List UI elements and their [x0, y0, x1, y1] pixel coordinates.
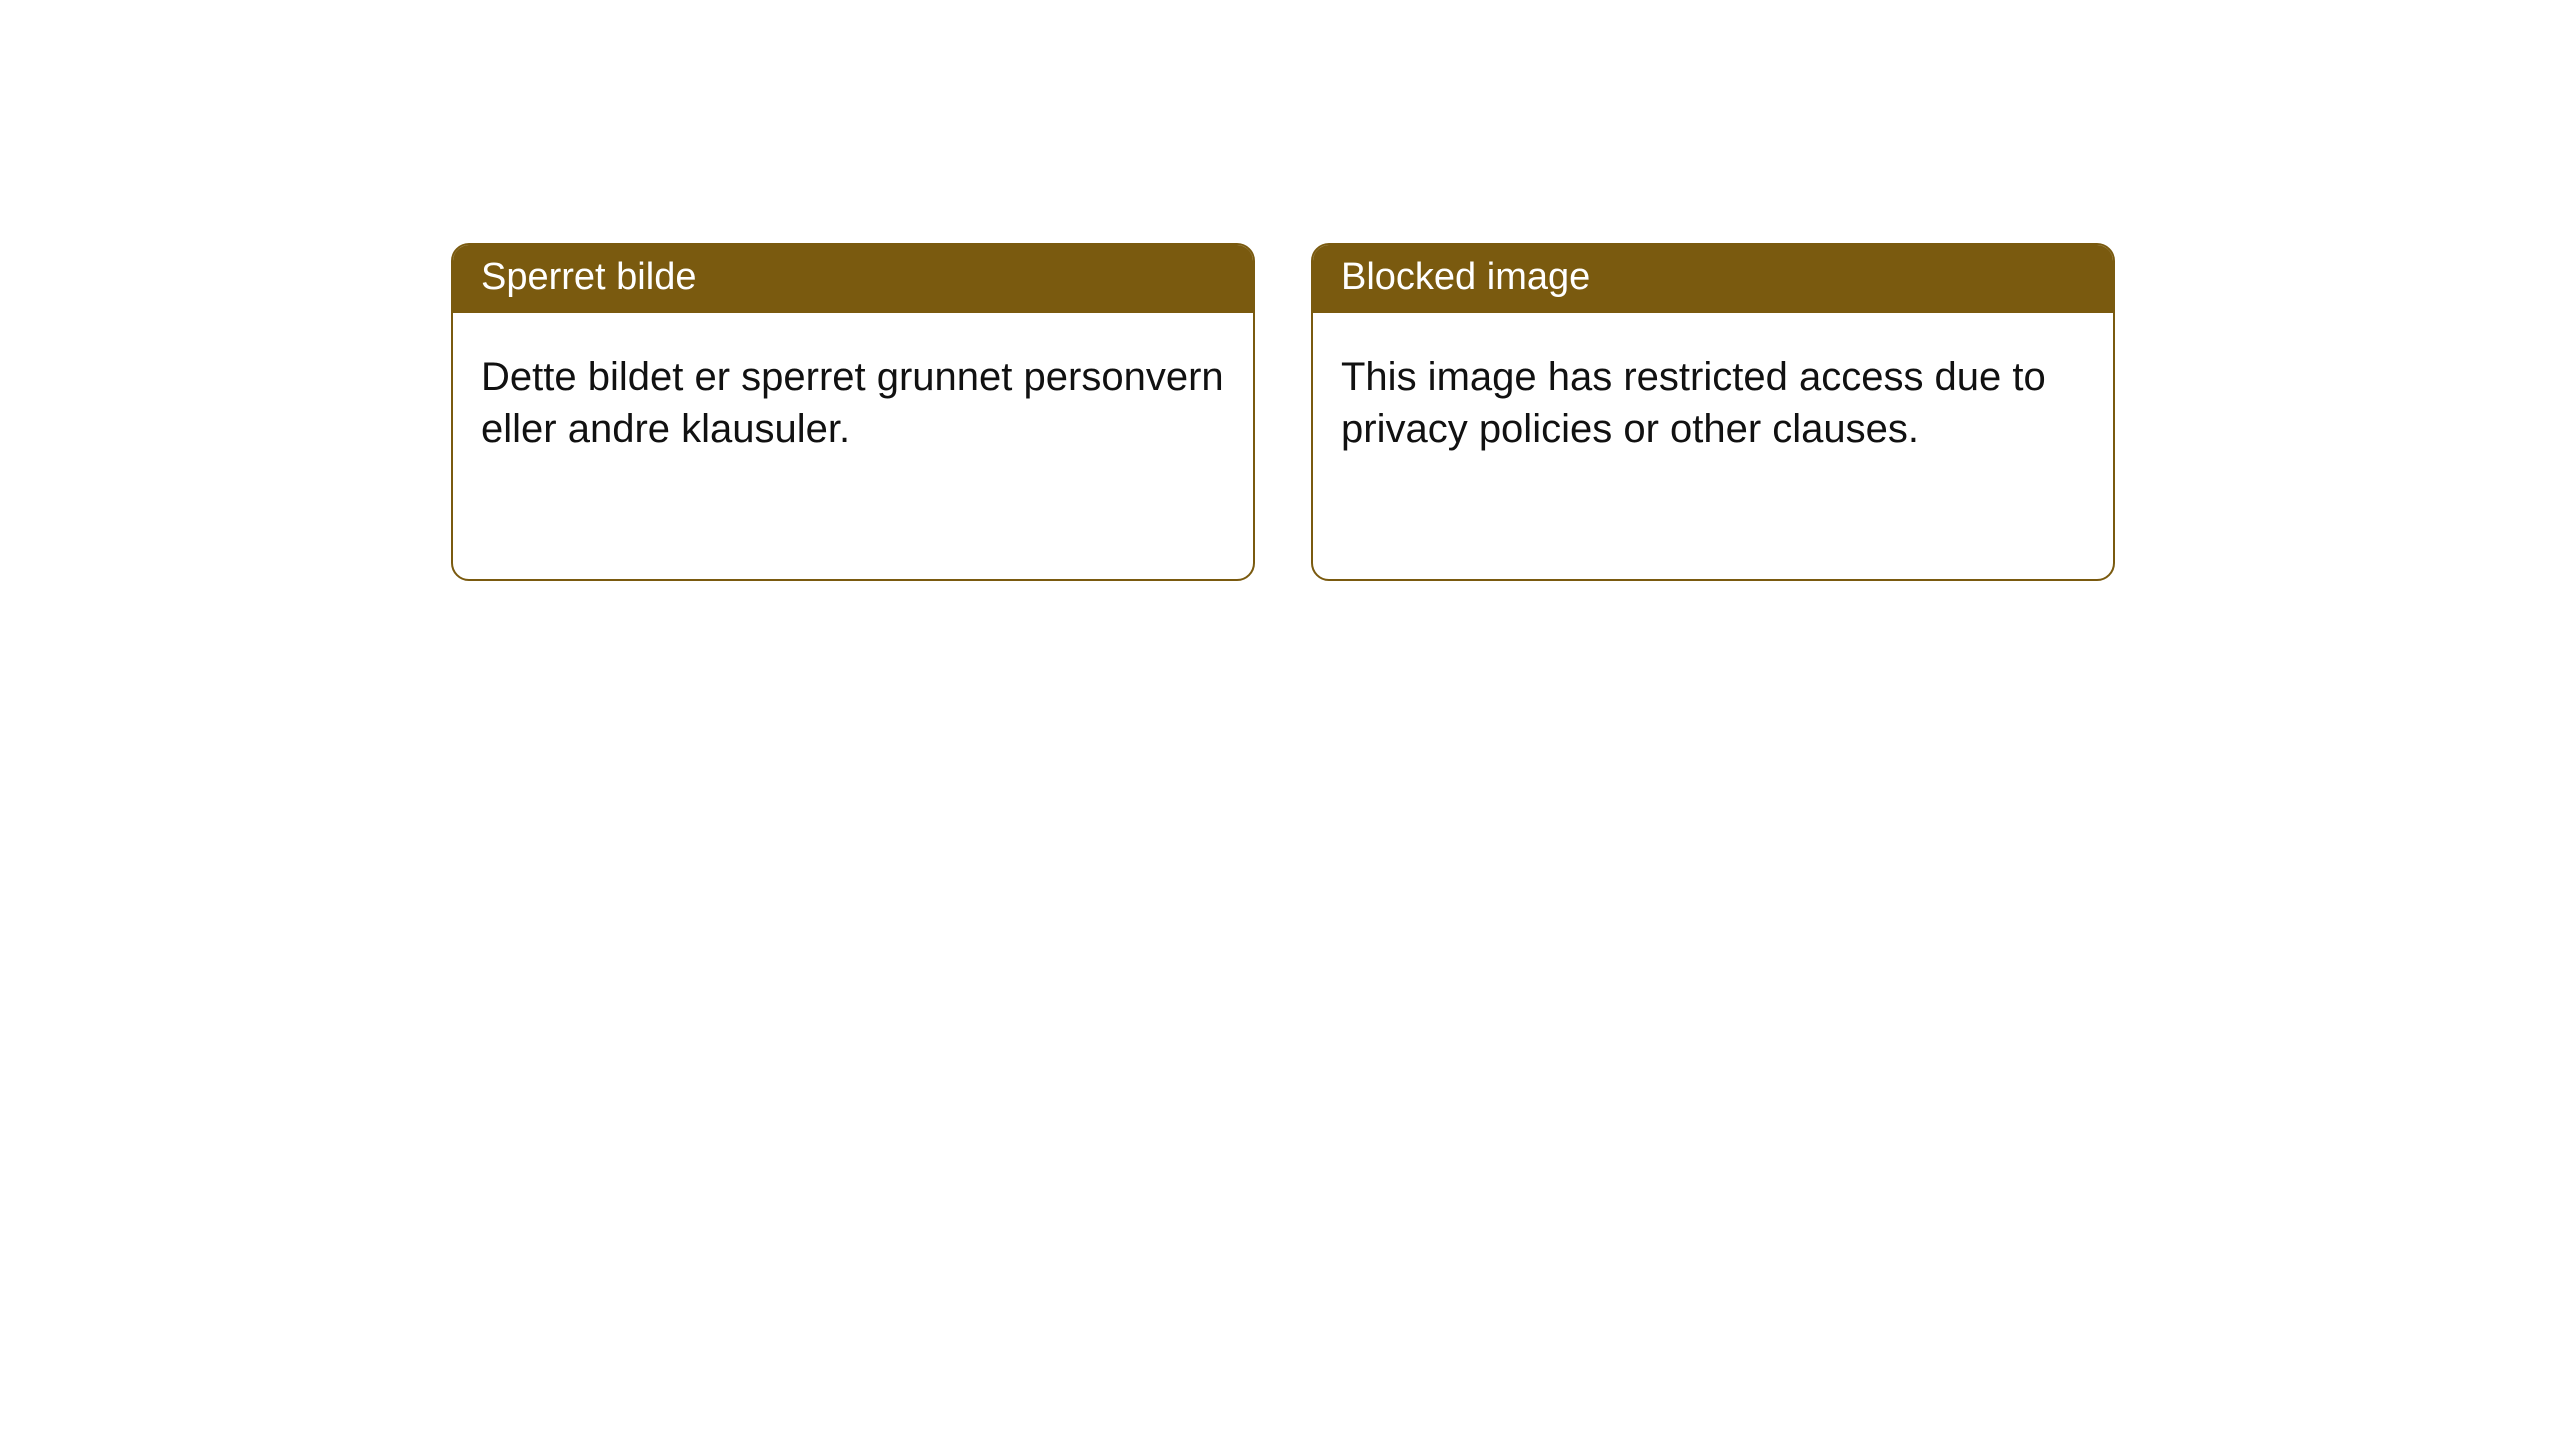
- notice-title-english: Blocked image: [1313, 245, 2113, 313]
- notice-body-english: This image has restricted access due to …: [1313, 313, 2113, 485]
- notice-title-norwegian: Sperret bilde: [453, 245, 1253, 313]
- notice-body-norwegian: Dette bildet er sperret grunnet personve…: [453, 313, 1253, 485]
- notice-card-norwegian: Sperret bilde Dette bildet er sperret gr…: [451, 243, 1255, 581]
- notice-container: Sperret bilde Dette bildet er sperret gr…: [0, 0, 2560, 581]
- notice-card-english: Blocked image This image has restricted …: [1311, 243, 2115, 581]
